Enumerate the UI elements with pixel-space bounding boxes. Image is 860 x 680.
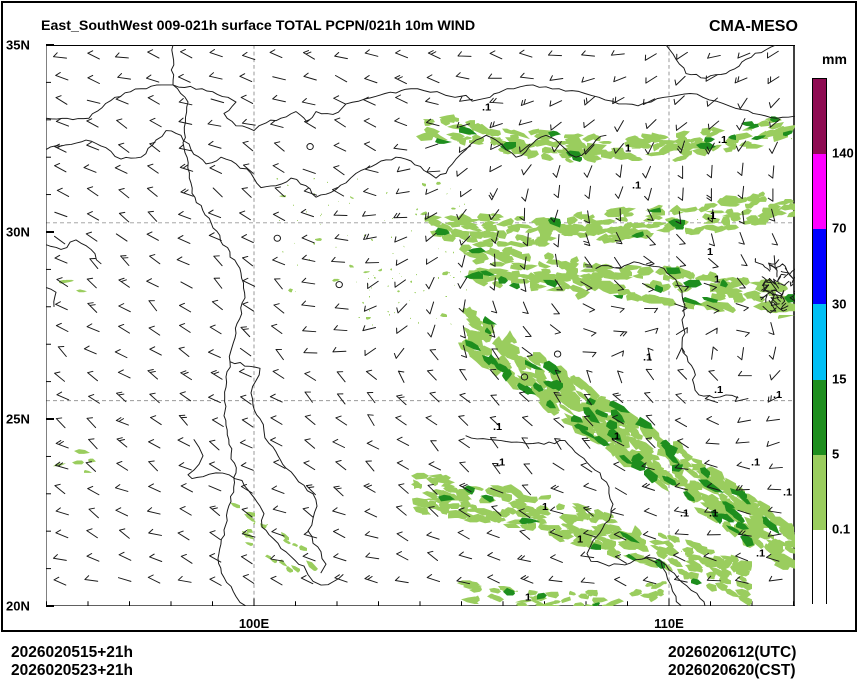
svg-text:1: 1 (714, 274, 720, 286)
svg-text:1: 1 (707, 246, 713, 258)
svg-text:.1: .1 (707, 210, 716, 222)
svg-text:.1: .1 (643, 352, 652, 364)
svg-text:1: 1 (525, 592, 531, 604)
svg-text:.1: .1 (496, 457, 505, 469)
svg-text:.1: .1 (680, 508, 689, 520)
svg-text:.1: .1 (716, 604, 725, 606)
svg-text:.1: .1 (718, 134, 727, 146)
svg-text:.1: .1 (783, 487, 792, 499)
svg-text:.1: .1 (751, 457, 760, 469)
svg-text:.1: .1 (611, 431, 620, 443)
svg-text:1: 1 (542, 501, 548, 513)
svg-text:.1: .1 (632, 180, 641, 192)
svg-text:.1: .1 (493, 421, 502, 433)
svg-text:1: 1 (577, 534, 583, 546)
svg-text:.1: .1 (482, 102, 491, 114)
svg-text:.1: .1 (709, 508, 718, 520)
svg-text:.1: .1 (756, 548, 765, 560)
svg-text:.1: .1 (714, 384, 723, 396)
svg-text:.1: .1 (773, 389, 782, 401)
svg-text:1: 1 (625, 143, 631, 155)
